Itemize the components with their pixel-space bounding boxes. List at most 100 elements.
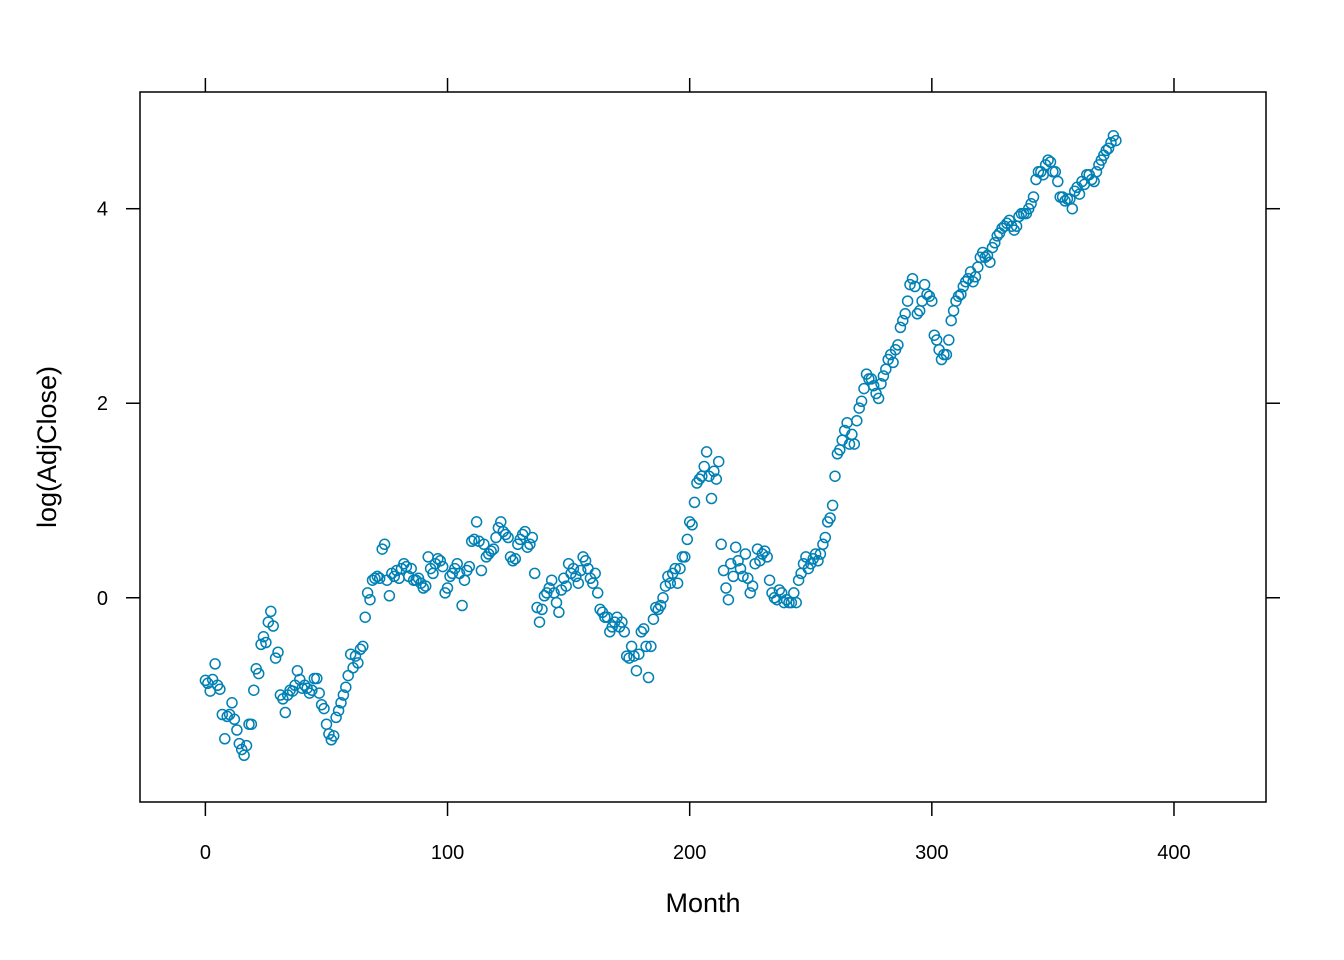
plot-frame [139,91,1267,803]
data-point [567,562,580,575]
data-point [441,582,454,594]
data-point [233,737,246,750]
data-point [851,414,863,427]
data-point [618,626,631,638]
data-point [531,601,543,614]
data-point [209,658,221,670]
data-point [972,261,984,273]
data-point [359,611,371,623]
data-point [243,718,255,730]
data-point [265,605,277,618]
data-point [778,596,790,609]
data-point [306,684,318,696]
data-point [739,548,752,560]
data-point [369,572,381,585]
data-point [683,516,696,528]
data-point [478,538,490,551]
data-point [717,564,730,577]
data-point [352,657,364,669]
data-point [686,519,698,531]
data-point [589,567,601,580]
data-point [744,587,756,599]
data-point [681,533,694,546]
data-point [260,636,272,649]
data-point [371,570,384,583]
data-point [916,295,928,307]
data-point [792,574,805,586]
data-point [499,528,512,541]
y-tick-label: 4 [97,199,108,221]
data-point [637,623,650,635]
data-point [327,730,340,742]
data-point [475,564,488,577]
data-point [436,560,449,573]
data-point [1025,198,1037,210]
data-point [465,535,478,548]
data-point [676,551,689,563]
data-point [817,538,829,551]
data-point [940,348,953,361]
data-point [710,473,723,485]
data-point [657,592,669,604]
data-point [378,538,391,551]
data-point [470,516,483,528]
x-tick-label: 200 [673,842,706,864]
data-point [775,587,788,599]
data-point [867,379,880,392]
data-point [705,492,718,505]
data-point [761,551,773,563]
data-point [734,562,747,575]
data-point [361,587,374,599]
data-point [579,555,592,567]
axis-ticks [126,78,1280,816]
data-point [572,577,585,589]
data-point [812,555,824,567]
data-point [633,648,645,660]
data-point [679,551,691,563]
data-point [252,667,265,680]
data-point [911,308,924,320]
data-points [199,130,1122,762]
data-point [320,718,333,730]
data-point [1102,142,1115,155]
data-point [943,334,955,346]
data-point [332,704,345,717]
data-point [521,541,534,553]
data-point [877,370,890,382]
data-point [1047,166,1059,178]
data-point [698,460,710,473]
data-point [1090,166,1103,178]
data-point [858,382,870,395]
data-point [1110,134,1122,147]
data-point [221,710,233,723]
data-point [330,711,342,724]
data-point [507,555,519,567]
x-tick-label: 300 [915,842,948,864]
data-point [240,739,253,752]
data-point [417,582,430,594]
data-point [373,572,386,585]
data-point [272,646,284,658]
data-point [533,616,546,628]
data-point [901,295,914,307]
data-point [773,584,786,596]
data-point [875,378,887,390]
data-point [722,593,735,606]
data-point [729,541,742,553]
data-point [887,356,899,369]
data-point [528,567,541,580]
data-point [809,548,822,560]
data-point [700,446,713,458]
data-point [913,305,926,317]
data-point [894,321,907,334]
data-point [725,557,737,570]
data-point [199,674,212,687]
data-point [1035,166,1047,178]
data-point [945,314,957,327]
data-point [318,702,330,715]
data-point [647,613,660,625]
data-point [645,640,657,653]
data-point [591,587,604,599]
data-point [519,525,531,538]
